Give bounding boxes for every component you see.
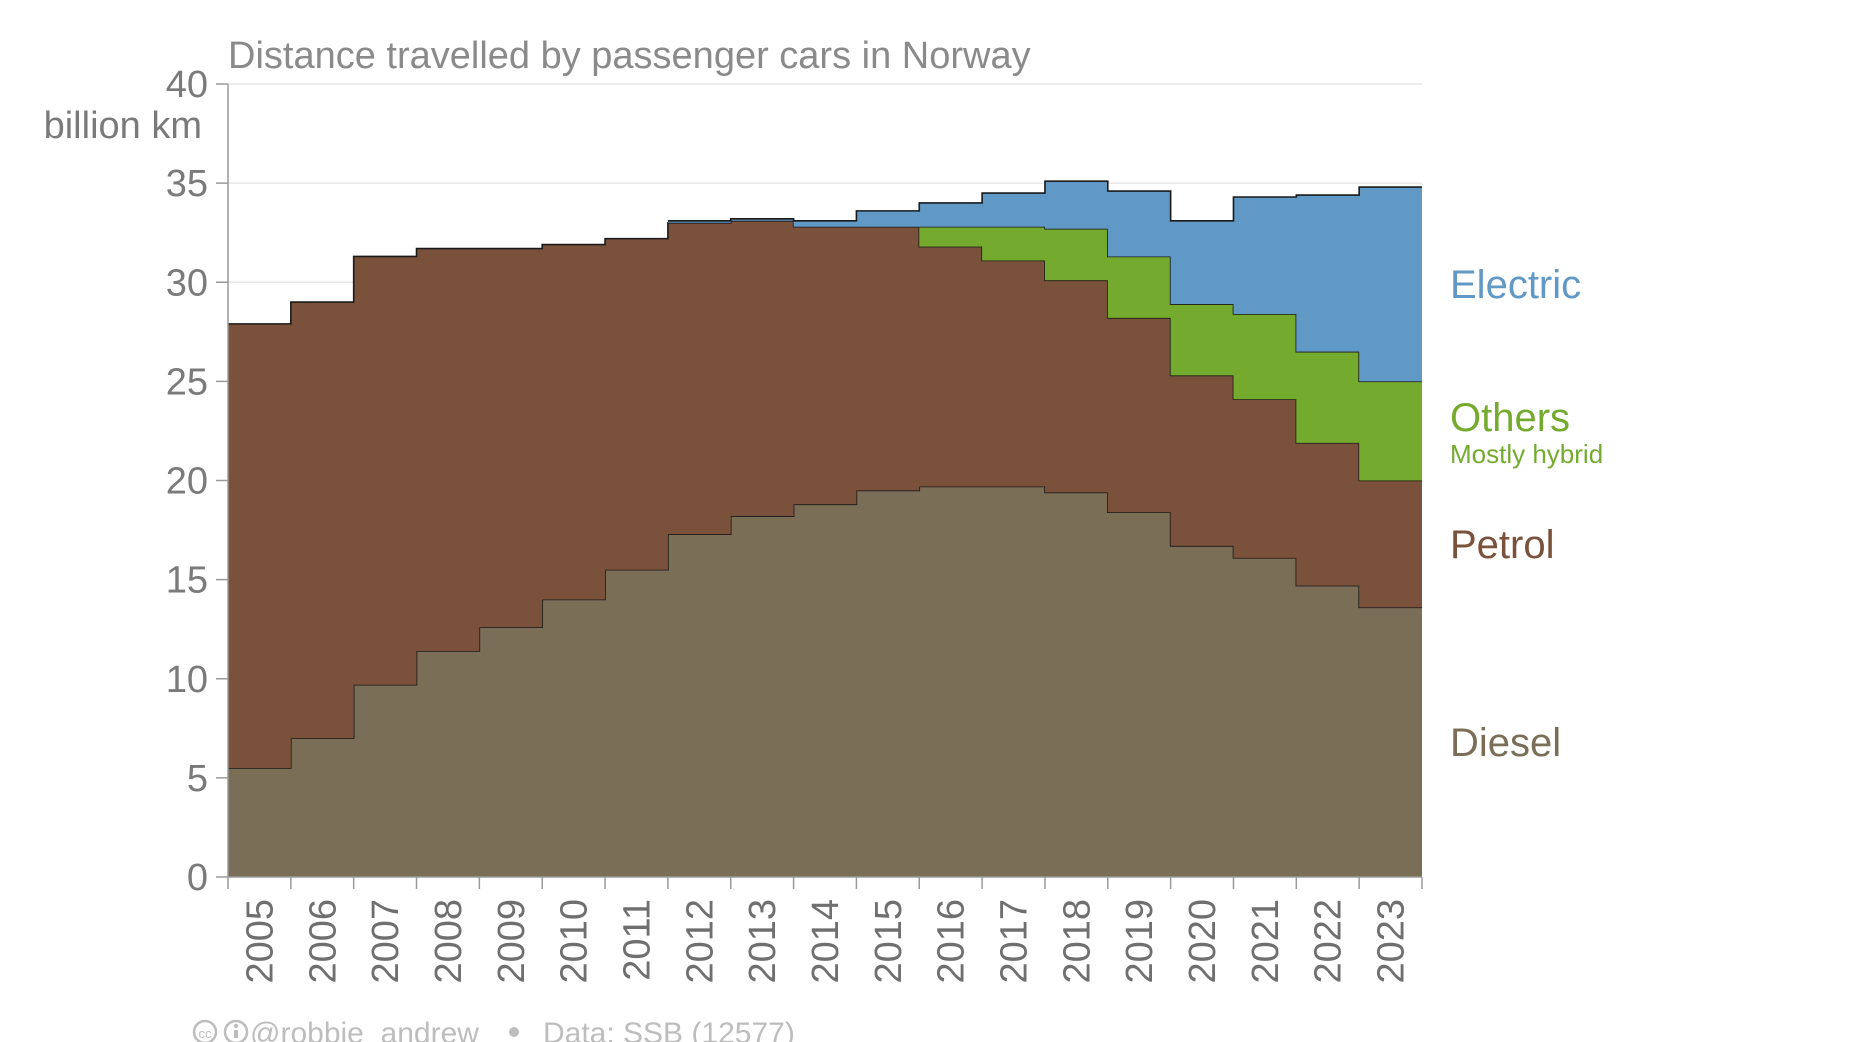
x-tick-label: 2006: [302, 899, 344, 984]
x-tick-label: 2017: [994, 899, 1036, 984]
series-outline-electric: [667, 180, 1422, 222]
y-tick-label: 0: [187, 857, 208, 899]
legend-sublabel-others: Mostly hybrid: [1450, 439, 1603, 469]
y-tick-label: 40: [166, 64, 208, 106]
series-area-petrol: [228, 220, 1422, 768]
y-axis-unit-label: billion km: [44, 105, 202, 147]
x-tick-label: 2009: [491, 899, 533, 984]
x-tick-label: 2008: [428, 899, 470, 984]
y-tick-label: 15: [166, 560, 208, 602]
y-tick-label: 10: [166, 659, 208, 701]
y-tick-label: 20: [166, 461, 208, 503]
legend-label-electric: Electric: [1450, 263, 1581, 307]
x-tick-label: 2012: [679, 899, 721, 984]
footer: cc @robbie_andrew Data: SSB (12577): [192, 1017, 795, 1042]
y-tick-label: 30: [166, 262, 208, 304]
x-tick-label: 2016: [931, 899, 973, 984]
series-area-diesel: [228, 486, 1422, 877]
legend-label-diesel: Diesel: [1450, 721, 1561, 765]
y-tick-label: 25: [166, 361, 208, 403]
legend-label-others: Others: [1450, 396, 1570, 440]
series-areas: [228, 180, 1422, 877]
x-tick-label: 2011: [616, 899, 658, 981]
footer-separator-dot: [509, 1027, 519, 1037]
x-tick-label: 2018: [1056, 899, 1098, 984]
x-tick-label: 2013: [742, 899, 784, 984]
chart-title: Distance travelled by passenger cars in …: [228, 35, 1031, 77]
y-tick-label: 5: [187, 758, 208, 800]
x-axis: 2005 2006 2007 2008 2009 2010 2011 2012 2013 2014…: [227, 876, 1423, 984]
x-tick-label: 2014: [805, 899, 847, 984]
x-tick-label: 2010: [554, 899, 596, 984]
series-area-electric: [228, 181, 1422, 382]
cc-by-icon: cc: [192, 1019, 249, 1042]
x-tick-label: 2007: [365, 899, 407, 984]
x-tick-label: 2022: [1308, 899, 1350, 984]
svg-text:cc: cc: [199, 1026, 213, 1041]
series-area-others: [228, 220, 1422, 481]
x-tick-label: 2020: [1182, 899, 1224, 984]
x-tick-label: 2015: [868, 899, 910, 984]
x-tick-label: 2021: [1245, 899, 1287, 984]
footer-credit: @robbie_andrew: [250, 1017, 479, 1042]
x-tick-label: 2023: [1371, 899, 1413, 984]
footer-source: Data: SSB (12577): [543, 1017, 795, 1042]
y-axis: 0 5 10 15 20 25 30 35 40: [166, 64, 229, 899]
legend-label-petrol: Petrol: [1450, 523, 1555, 567]
x-tick-label: 2005: [239, 899, 281, 984]
y-tick-label: 35: [166, 163, 208, 205]
x-tick-label: 2019: [1119, 899, 1161, 984]
